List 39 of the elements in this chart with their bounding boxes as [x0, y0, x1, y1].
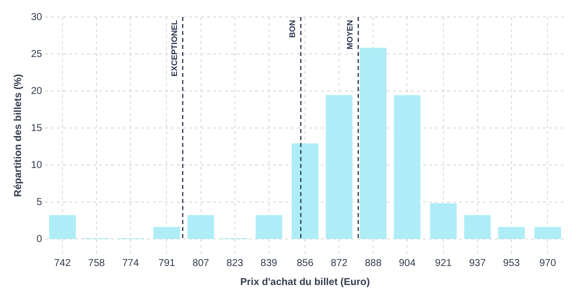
x-tick-label: 856 [296, 258, 314, 269]
bar [256, 215, 282, 240]
x-tick-label: 758 [88, 258, 106, 269]
bar [187, 215, 214, 240]
x-axis-title: Prix d'achat du billet (Euro) [240, 276, 370, 288]
x-tick-label: 970 [539, 258, 556, 269]
bar [153, 227, 180, 240]
x-tick-label: 888 [364, 258, 382, 269]
bar [534, 227, 561, 240]
y-tick-label: 25 [31, 48, 43, 60]
y-tick-label: 15 [31, 122, 43, 134]
bar [464, 215, 491, 240]
y-axis-title: Répartition des billets (%) [12, 74, 24, 197]
x-tick-label: 921 [435, 258, 452, 269]
ref-line-label: BON [288, 20, 298, 38]
bar [326, 95, 352, 240]
y-tick-label: 30 [31, 12, 43, 23]
bar [430, 203, 457, 240]
y-tick-label: 20 [31, 86, 43, 97]
bar [498, 227, 525, 240]
x-tick-label: 791 [158, 258, 176, 269]
ref-line-label: MOYEN [345, 20, 354, 50]
ref-line-label: EXCEPTIONEL [170, 20, 179, 76]
bar [292, 143, 318, 240]
x-tick-label: 839 [260, 258, 278, 269]
x-tick-label: 742 [54, 258, 72, 269]
x-tick-label: 937 [469, 258, 486, 269]
x-tick-label: 904 [398, 258, 416, 269]
bar [394, 95, 421, 240]
bar [49, 215, 76, 240]
x-tick-label: 774 [122, 258, 140, 269]
x-tick-label: 872 [330, 258, 348, 269]
y-tick-label: 5 [36, 196, 43, 208]
bar [360, 48, 386, 240]
y-tick-label: 0 [36, 234, 43, 245]
y-tick-label: 10 [31, 160, 43, 171]
x-tick-label: 807 [192, 258, 210, 269]
x-tick-label: 953 [503, 258, 520, 269]
x-tick-label: 823 [226, 258, 244, 269]
